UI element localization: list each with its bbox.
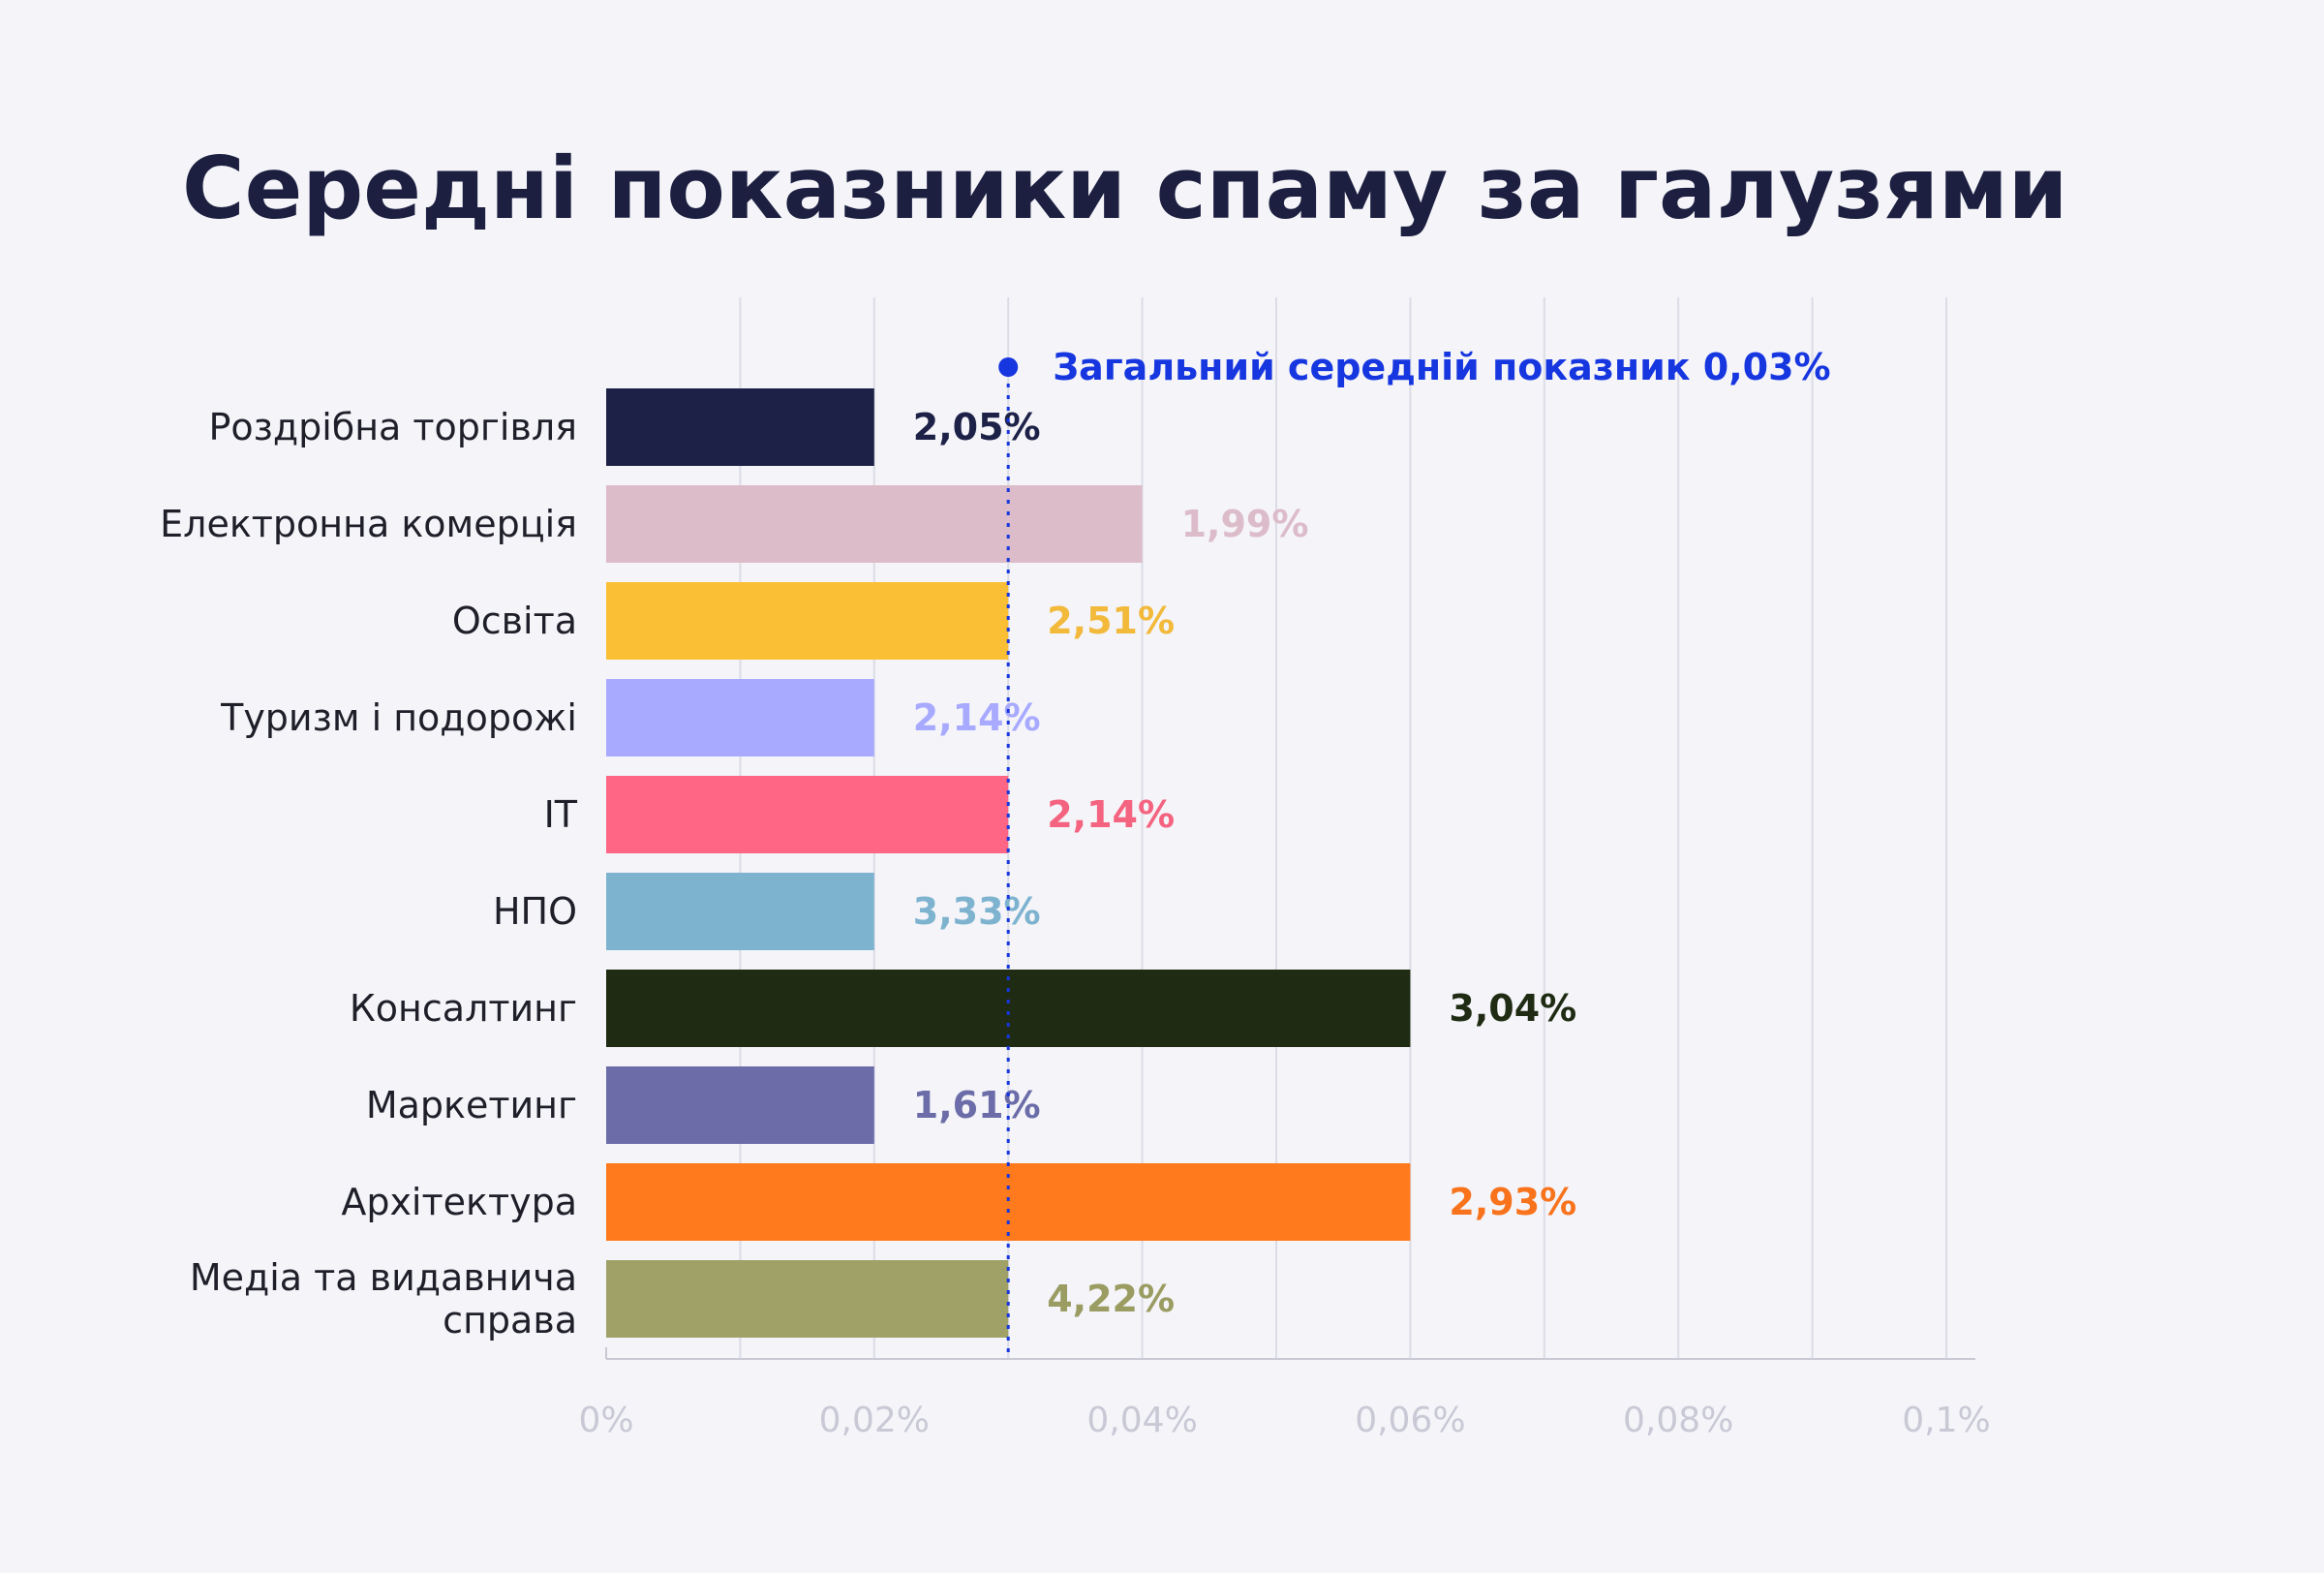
- value-label: 3,33%: [913, 890, 1041, 933]
- category-label: Маркетинг: [366, 1084, 577, 1126]
- value-label: 2,14%: [1047, 793, 1175, 836]
- x-tick-label: 0,08%: [1623, 1401, 1733, 1440]
- bar: [606, 388, 874, 466]
- bar: [606, 970, 1411, 1047]
- bar: [606, 679, 874, 756]
- value-label: 2,93%: [1449, 1181, 1576, 1223]
- category-label: Медіа та видавнича справа: [190, 1256, 577, 1342]
- category-label: ІТ: [544, 793, 578, 836]
- reference-dot: [998, 357, 1019, 377]
- gridlines: [739, 297, 1947, 1359]
- category-label: Освіта: [452, 600, 577, 642]
- category-label: Роздрібна торгівля: [208, 406, 577, 448]
- value-label: 2,14%: [913, 696, 1041, 739]
- x-tick-label: 0%: [578, 1401, 633, 1440]
- bar: [606, 485, 1143, 563]
- category-label: НПО: [493, 890, 577, 933]
- chart-title: Середні показники спаму за галузями: [182, 139, 2067, 238]
- bar: [606, 1066, 874, 1144]
- value-label: 2,05%: [913, 406, 1041, 448]
- category-label: Туризм і подорожі: [220, 696, 577, 739]
- category-label: Архітектура: [341, 1181, 577, 1223]
- x-tick-label: 0,06%: [1355, 1401, 1465, 1440]
- x-tick-label: 0,1%: [1902, 1401, 1990, 1440]
- bar: [606, 1260, 1009, 1338]
- value-label: 1,99%: [1181, 503, 1309, 545]
- value-labels: 2,05% 1,99% 2,51% 2,14% 2,14% 3,33% 3,04% 1,61%…: [913, 406, 1576, 1320]
- x-tick-label: 0,02%: [819, 1401, 930, 1440]
- reference-label: Загальний середній показник 0,03%: [1053, 346, 1830, 388]
- x-tick-label: 0,04%: [1086, 1401, 1197, 1440]
- category-label: Консалтинг: [350, 987, 577, 1030]
- bar: [606, 873, 874, 950]
- bars: [606, 388, 1411, 1338]
- bar: [606, 776, 1009, 853]
- category-label: Електронна комерція: [160, 503, 577, 545]
- value-label: 1,61%: [913, 1084, 1041, 1126]
- bar: [606, 582, 1009, 660]
- x-axis: 0% 0,02% 0,04% 0,06% 0,08% 0,1%: [578, 1347, 1991, 1440]
- value-label: 3,04%: [1449, 987, 1576, 1030]
- value-label: 2,51%: [1047, 600, 1175, 642]
- average-reference: Загальний середній показник 0,03%: [998, 346, 1831, 1359]
- category-labels: Роздрібна торгівля Електронна комерція Осв…: [160, 406, 578, 1342]
- value-label: 4,22%: [1047, 1278, 1175, 1320]
